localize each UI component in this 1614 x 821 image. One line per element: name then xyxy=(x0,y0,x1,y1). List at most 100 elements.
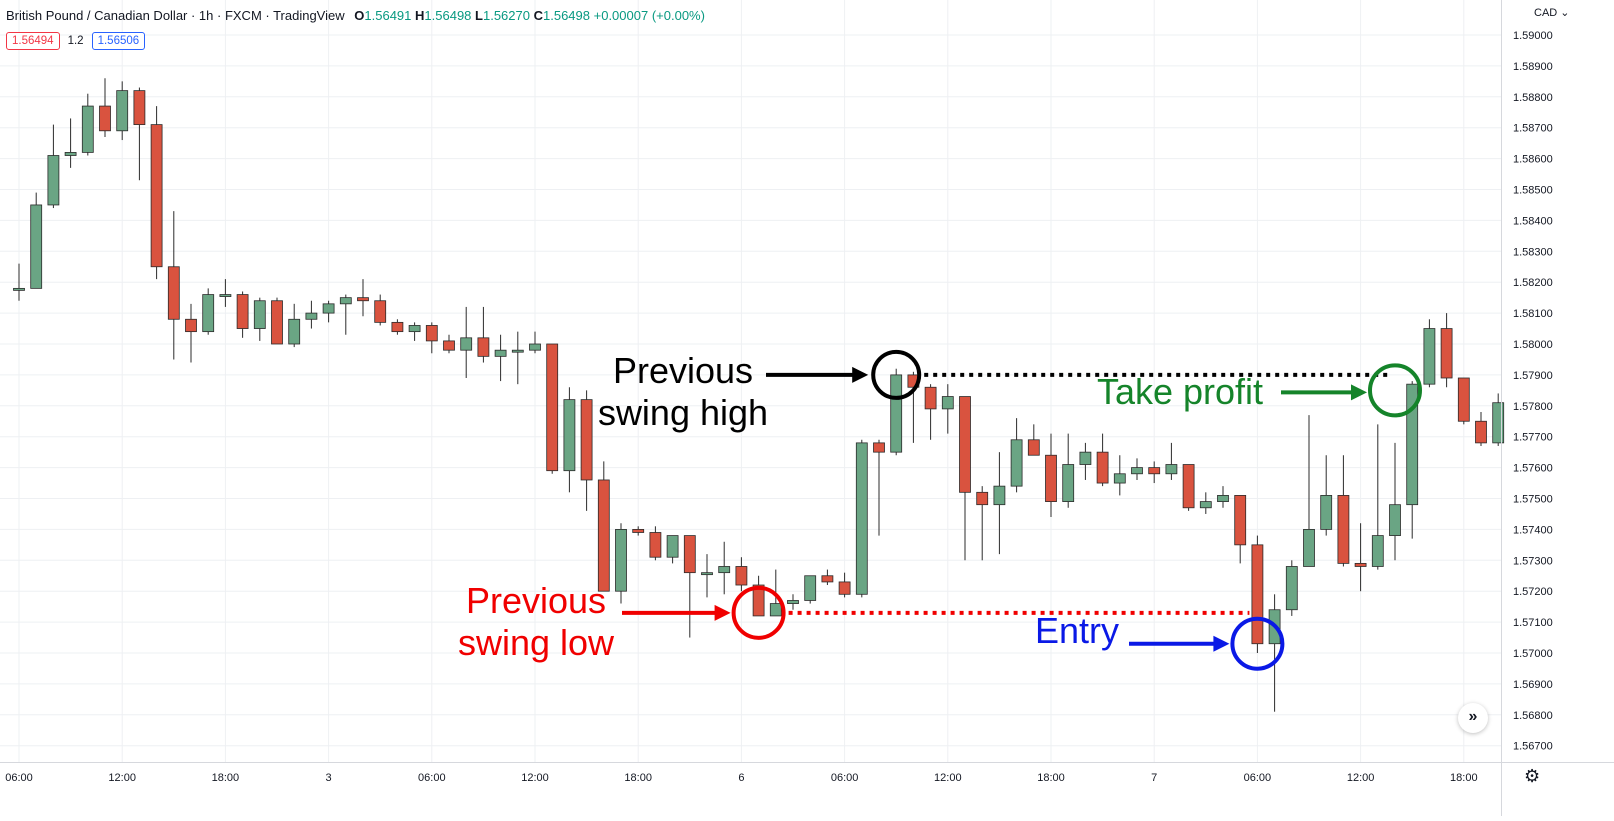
candle xyxy=(529,331,541,354)
candle-body xyxy=(339,297,352,305)
currency-selector[interactable]: CAD ⌄ xyxy=(1534,6,1570,19)
low-value: 1.56270 xyxy=(482,8,530,23)
candle xyxy=(460,306,473,378)
candles xyxy=(13,78,1505,712)
swing-high-label-line1: Previous xyxy=(613,350,753,391)
candle-body xyxy=(494,349,507,357)
candle xyxy=(511,331,524,385)
y-tick-label: 1.57600 xyxy=(1513,463,1553,475)
candle xyxy=(1165,442,1178,480)
candle-body xyxy=(47,155,60,206)
candle xyxy=(253,297,266,341)
candle-body xyxy=(941,396,954,410)
candle xyxy=(787,594,799,610)
x-tick-label: 06:00 xyxy=(831,772,859,784)
candle-body xyxy=(1079,451,1092,465)
candle-body xyxy=(1389,504,1401,536)
high-value: 1.56498 xyxy=(424,8,472,23)
candle xyxy=(64,118,77,168)
candle-body xyxy=(701,572,713,576)
candle-body xyxy=(1045,454,1057,502)
candle-body xyxy=(1337,495,1350,564)
candle-body xyxy=(683,535,696,574)
symbol-legend[interactable]: British Pound / Canadian Dollar · 1h · F… xyxy=(6,8,705,23)
swing-low-circle xyxy=(731,585,786,640)
currency-label: CAD xyxy=(1534,7,1558,19)
arrow-head xyxy=(1213,635,1230,652)
candle-body xyxy=(99,105,111,132)
candle-body xyxy=(649,532,662,558)
candle xyxy=(1303,415,1315,567)
candle-body xyxy=(443,340,455,351)
candle xyxy=(357,279,369,317)
candle-body xyxy=(1475,420,1487,444)
symbol-title[interactable]: British Pound / Canadian Dollar · 1h · F… xyxy=(6,8,345,23)
candle-body xyxy=(81,105,94,153)
candle xyxy=(1285,560,1298,616)
x-tick-label: 06:00 xyxy=(5,772,33,784)
gear-icon: ⚙ xyxy=(1524,766,1541,786)
candle xyxy=(1131,458,1143,480)
candle xyxy=(1027,424,1040,456)
candle xyxy=(838,572,851,598)
candle-body xyxy=(322,303,335,314)
candle-body xyxy=(511,349,524,353)
y-tick-label: 1.58700 xyxy=(1513,123,1553,135)
x-tick-label: 6 xyxy=(738,772,744,784)
ask-price-button[interactable]: 1.56506 xyxy=(91,32,146,50)
candle xyxy=(873,439,885,536)
candle xyxy=(30,192,43,289)
candle-body xyxy=(959,396,971,493)
candle xyxy=(167,211,180,360)
candle-body xyxy=(1217,495,1229,502)
swing-high-label-line2: swing high xyxy=(598,392,768,433)
candle-body xyxy=(167,266,180,320)
y-tick-label: 1.58900 xyxy=(1513,61,1553,73)
ohlc-values: O1.56491 H1.56498 L1.56270 C1.56498 +0.0… xyxy=(354,8,705,23)
candle-body xyxy=(1182,464,1195,509)
x-tick-label: 18:00 xyxy=(624,772,652,784)
candle xyxy=(718,541,731,595)
candle-body xyxy=(236,294,249,329)
x-tick-label: 12:00 xyxy=(108,772,136,784)
scroll-to-realtime-button[interactable]: » xyxy=(1458,703,1488,733)
candle xyxy=(1079,442,1092,480)
candle-body xyxy=(632,529,645,533)
candle-body xyxy=(1113,473,1126,484)
chart-settings-button[interactable]: ⚙ xyxy=(1524,766,1540,787)
candle xyxy=(666,535,679,564)
candle-body xyxy=(1492,402,1505,444)
candle-body xyxy=(64,152,77,156)
swing-low-label-line2: swing low xyxy=(458,622,615,663)
candle-body xyxy=(219,294,232,297)
change-value: +0.00007 (+0.00%) xyxy=(593,8,705,23)
candle xyxy=(47,124,60,209)
bid-price-button[interactable]: 1.56494 xyxy=(6,32,60,50)
low-label: L xyxy=(475,8,483,23)
close-label: C xyxy=(533,8,543,23)
y-tick-label: 1.57200 xyxy=(1513,586,1553,598)
swing-high-circle xyxy=(871,349,922,400)
y-tick-label: 1.58400 xyxy=(1513,215,1553,227)
candle xyxy=(615,523,627,604)
candle-body xyxy=(615,529,627,592)
candle-body xyxy=(202,294,215,333)
candle xyxy=(219,279,232,307)
spread-value: 1.2 xyxy=(67,35,84,47)
candle-body xyxy=(1303,529,1315,567)
candle-body xyxy=(253,300,266,329)
candle xyxy=(1182,464,1195,511)
candle xyxy=(632,526,645,536)
candle xyxy=(752,575,765,617)
x-tick-label: 12:00 xyxy=(1347,772,1375,784)
candle-body xyxy=(391,321,404,333)
candle-body xyxy=(460,337,473,351)
candle xyxy=(1251,535,1264,653)
candle xyxy=(443,334,455,354)
candle xyxy=(821,569,834,586)
y-tick-label: 1.57300 xyxy=(1513,555,1553,567)
candle xyxy=(185,303,197,363)
candle-body xyxy=(1251,544,1264,645)
